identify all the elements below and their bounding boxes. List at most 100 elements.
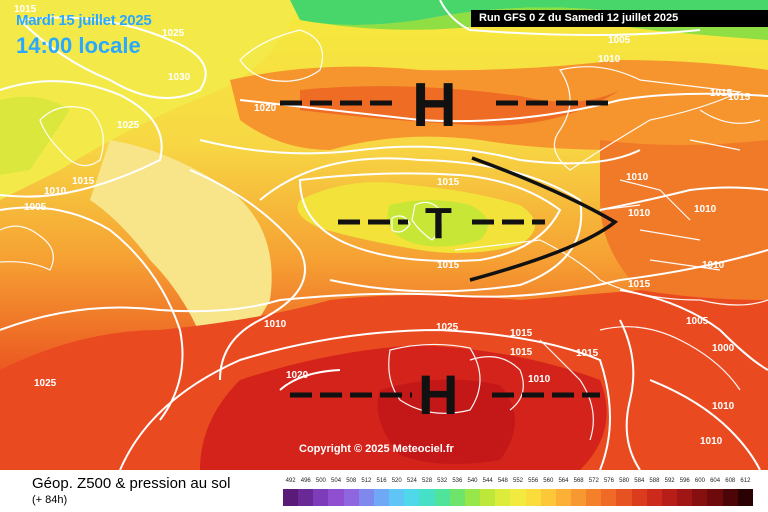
scale-tick-label: 584 xyxy=(634,478,645,484)
scale-tick-label: 540 xyxy=(467,478,478,484)
isobar-label: 1015 xyxy=(576,348,599,359)
scale-tick-label: 608 xyxy=(725,478,736,484)
scale-swatch xyxy=(737,489,753,506)
isobar-label: 1025 xyxy=(436,322,459,333)
scale-swatch xyxy=(283,489,299,506)
scale-swatch xyxy=(661,489,678,506)
isobar-label: 1010 xyxy=(626,172,649,183)
scale-swatch xyxy=(631,489,647,506)
scale-tick-label: 560 xyxy=(543,478,554,484)
scale-swatch xyxy=(525,489,541,506)
isobar-label: 1005 xyxy=(608,35,631,46)
scale-tick-label: 536 xyxy=(452,478,463,484)
forecast-local-time: 14:00 locale xyxy=(16,33,141,58)
isobar-label: 1010 xyxy=(264,319,287,330)
scale-tick-label: 524 xyxy=(406,478,417,484)
isobar-label: 1015 xyxy=(72,176,95,187)
high-south-marker: H xyxy=(290,363,600,426)
isobar-label: 1020 xyxy=(254,103,277,114)
scale-swatch xyxy=(298,489,314,506)
isobar-label: 1010 xyxy=(712,401,735,412)
scale-tick-label: 564 xyxy=(558,478,569,484)
svg-text:H: H xyxy=(412,71,457,140)
scale-tick-label: 516 xyxy=(376,478,387,484)
isobar-label: 1015 xyxy=(437,177,460,188)
isobar-label: 1025 xyxy=(34,378,57,389)
low-marker: T xyxy=(338,199,545,248)
scale-tick-label: 504 xyxy=(331,478,342,484)
scale-swatch xyxy=(646,489,662,506)
scale-tick-label: 568 xyxy=(573,478,584,484)
scale-tick-label: 496 xyxy=(300,478,311,484)
scale-swatch xyxy=(586,489,602,506)
isobar-label: 1010 xyxy=(528,374,551,385)
isobar-label: 1015 xyxy=(628,279,651,290)
high-north-marker: H xyxy=(280,71,610,140)
scale-tick-label: 520 xyxy=(391,478,402,484)
scale-tick-label: 576 xyxy=(603,478,614,484)
isobar-label: 1010 xyxy=(702,260,725,271)
scale-tick-label: 500 xyxy=(315,478,326,484)
scale-tick-label: 548 xyxy=(497,478,508,484)
isobar-label: 1010 xyxy=(44,186,67,197)
scale-tick-label: 532 xyxy=(437,478,448,484)
forecast-date: Mardi 15 juillet 2025 xyxy=(16,12,152,29)
scale-swatch xyxy=(313,489,329,506)
scale-swatch xyxy=(570,489,587,506)
isobar-label: 1030 xyxy=(168,72,191,83)
scale-swatch xyxy=(555,489,571,506)
isobar-label: 1000 xyxy=(712,343,735,354)
scale-swatch xyxy=(510,489,526,506)
scale-swatch xyxy=(677,489,693,506)
scale-swatch xyxy=(404,489,420,506)
color-scale-bar xyxy=(283,489,753,506)
scale-swatch xyxy=(480,489,496,506)
isobar-label: 1020 xyxy=(286,370,309,381)
scale-swatch xyxy=(434,489,450,506)
copyright-text: Copyright © 2025 Meteociel.fr xyxy=(299,443,454,455)
scale-swatch xyxy=(358,489,374,506)
scale-tick-label: 612 xyxy=(740,478,751,484)
isobar-label: 1005 xyxy=(24,202,47,213)
yellow-green-zone xyxy=(0,0,300,200)
scale-swatch xyxy=(707,489,723,506)
scale-swatch xyxy=(495,489,511,506)
lead-time: (+ 84h) xyxy=(32,494,68,506)
coastlines xyxy=(0,29,768,441)
isobar-label: 1025 xyxy=(162,28,185,39)
scale-tick-label: 492 xyxy=(285,478,296,484)
low-zone-green xyxy=(387,200,488,247)
scale-swatch xyxy=(373,489,390,506)
weather-map: H T H 1015 1025 1030 1020 1025 1010 1015 1005 10… xyxy=(0,0,768,470)
isobar-label: 1015 xyxy=(710,88,733,99)
scale-tick-label: 512 xyxy=(361,478,372,484)
isobar-labels: 1015 1025 1030 1020 1025 1010 1015 1005 1005 1010… xyxy=(14,4,751,447)
scale-swatch xyxy=(540,489,556,506)
scale-swatch xyxy=(389,489,405,506)
ridge-tongue xyxy=(90,140,272,360)
isobar-label: 1005 xyxy=(686,316,709,327)
scale-tick-label: 588 xyxy=(649,478,660,484)
isobar-label: 1015 xyxy=(14,4,37,15)
isobar-label: 1010 xyxy=(598,54,621,65)
scale-swatch xyxy=(449,489,465,506)
scale-tick-label: 572 xyxy=(588,478,599,484)
scale-swatch xyxy=(464,489,481,506)
scale-swatch xyxy=(692,489,708,506)
scale-tick-label: 600 xyxy=(694,478,705,484)
scale-swatch xyxy=(328,489,344,506)
isobar-label: 1015 xyxy=(510,328,533,339)
scale-tick-label: 508 xyxy=(346,478,357,484)
isobar-label: 1025 xyxy=(117,120,140,131)
field-title: Géop. Z500 & pression au sol xyxy=(32,475,231,492)
scale-tick-label: 528 xyxy=(422,478,433,484)
svg-text:H: H xyxy=(418,363,458,426)
isobars xyxy=(0,0,768,470)
scale-tick-label: 556 xyxy=(528,478,539,484)
scale-swatch xyxy=(722,489,738,506)
isobar-label: 1010 xyxy=(694,204,717,215)
scale-tick-label: 552 xyxy=(512,478,524,484)
scale-swatch xyxy=(343,489,359,506)
scale-swatch xyxy=(419,489,435,506)
isobar-label: 1015 xyxy=(510,347,533,358)
